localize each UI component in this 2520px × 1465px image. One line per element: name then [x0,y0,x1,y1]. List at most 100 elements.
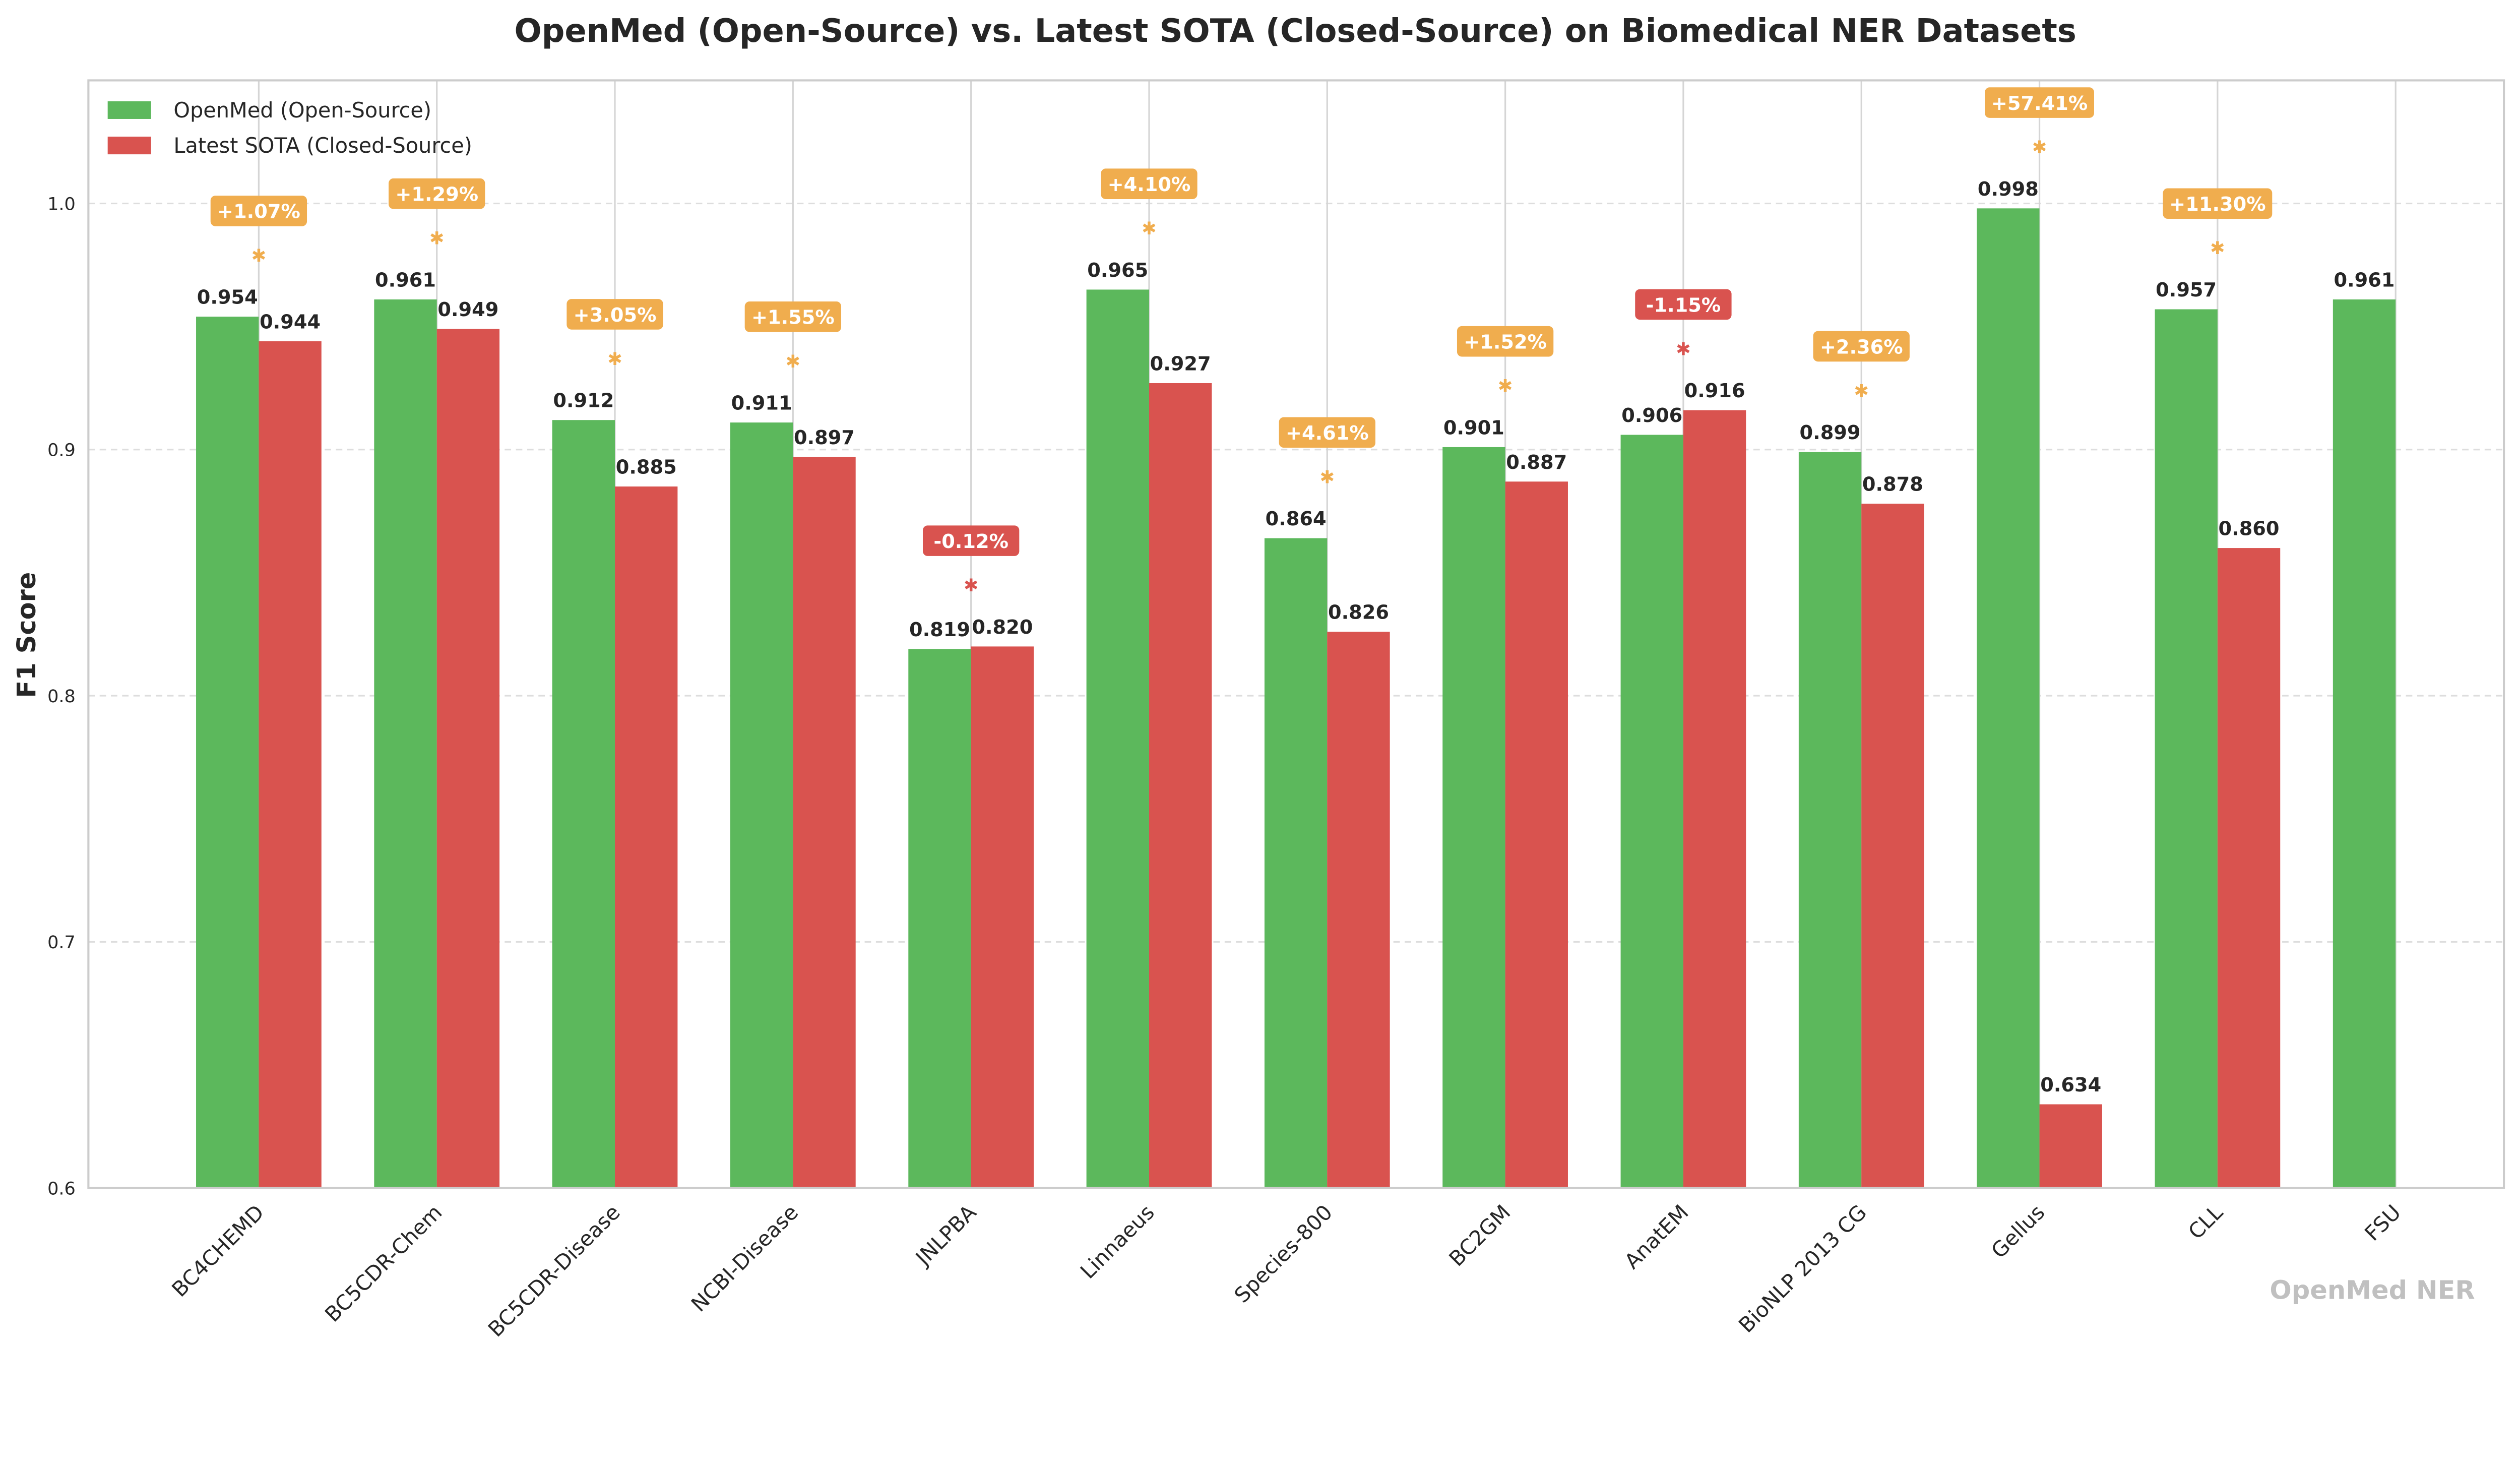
annotation-label: +1.29% [395,184,478,206]
y-tick-label: 0.6 [47,1178,76,1199]
bar-openmed [1442,447,1505,1188]
star-marker: ✱ [1320,467,1335,487]
bar-chart: OpenMed (Open-Source) vs. Latest SOTA (C… [12,13,2505,1342]
bar-sota [436,329,500,1188]
star-marker: ✱ [1498,376,1513,397]
annotation-badge [922,525,1020,556]
value-label: 0.634 [2040,1074,2101,1096]
y-axis: 0.6 0.7 0.8 0.9 1.0 [47,194,76,1199]
value-label: 0.965 [1087,259,1148,282]
annotation-label: +4.61% [1286,422,1369,445]
legend: OpenMed (Open-Source) Latest SOTA (Closed… [107,98,472,158]
star-marker: ✱ [429,228,444,249]
value-label: 0.944 [260,311,321,333]
annotation-badge [566,299,663,330]
bar-openmed [2155,309,2218,1188]
star-marker: ✱ [251,246,266,266]
value-label: 0.957 [2156,279,2217,301]
value-label: 0.897 [794,426,855,449]
value-label: 0.916 [1684,380,1745,402]
bar-openmed [374,299,437,1188]
annotations: ✱ +1.07% ✱ +1.29% ✱ +3.05% ✱ +1.55% ✱ -0.12% ✱ +4.1… [210,87,2273,596]
value-label: 0.826 [1328,601,1389,624]
bar-sota [971,646,1034,1188]
bar-openmed [552,420,615,1188]
annotation-badge [1457,326,1554,357]
value-label: 0.927 [1150,352,1211,375]
star-marker: ✱ [964,575,978,596]
star-marker: ✱ [1676,339,1690,359]
value-label: 0.961 [375,269,436,291]
x-tick-label: CLL [2184,1200,2228,1244]
bar-openmed [1620,435,1683,1188]
y-tick-label: 1.0 [47,194,76,214]
value-label: 0.819 [909,619,970,641]
annotation-badge [1279,417,1375,448]
bar-sota [1861,504,1924,1188]
value-label: 0.860 [2219,518,2280,540]
x-tick-label: Gellus [1987,1200,2050,1263]
annotation-label: +4.10% [1108,173,1191,196]
value-label: 0.864 [1266,508,1327,530]
legend-swatch [107,101,151,119]
value-label: 0.899 [1800,421,1861,444]
x-tick-label: BC4CHEMD [167,1200,269,1302]
annotation-label: +57.41% [1991,92,2088,115]
annotation-label: +2.36% [1820,336,1903,358]
annotation-badge [2163,188,2273,219]
x-axis: BC4CHEMD BC5CDR-Chem BC5CDR-Disease NCBI-Di… [167,1200,2406,1342]
value-label: 0.911 [731,392,792,415]
x-tick-label: Linnaeus [1076,1200,1159,1284]
annotation-label: -1.15% [1646,294,1721,317]
bar-sota [1683,410,1746,1188]
x-tick-label: BioNLP 2013 CG [1734,1200,1871,1337]
annotation-label: +1.07% [217,201,300,223]
y-tick-label: 0.7 [47,932,76,953]
star-marker: ✱ [1142,218,1156,239]
bar-sota [615,486,678,1188]
chart-title: OpenMed (Open-Source) vs. Latest SOTA (C… [515,13,2076,50]
value-label: 0.887 [1506,451,1567,474]
bar-openmed [908,649,971,1188]
legend-label: OpenMed (Open-Source) [173,98,431,123]
value-label: 0.878 [1862,473,1923,496]
x-tick-label: FSU [2360,1200,2406,1246]
legend-label: Latest SOTA (Closed-Source) [173,134,472,158]
value-label: 0.885 [616,456,677,479]
star-marker: ✱ [607,349,622,370]
x-tick-label: AnatEM [1620,1200,1693,1274]
x-tick-label: JNLPBA [910,1200,981,1271]
star-marker: ✱ [2032,137,2047,158]
annotation-label: +11.30% [2169,193,2265,216]
annotation-label: +1.52% [1464,331,1547,354]
annotation-badge [1635,289,1732,320]
annotation-badge [1101,168,1198,199]
value-label: 0.998 [1978,178,2039,201]
bar-openmed [1798,452,1862,1188]
annotation-badge [210,196,307,226]
value-label: 0.820 [972,616,1033,639]
y-tick-label: 0.9 [47,440,76,461]
bar-openmed [196,317,259,1188]
x-tick-label: Species-800 [1230,1200,1337,1308]
annotation-label: +1.55% [751,307,835,329]
annotation-badge [1813,331,1910,362]
annotation-label: +3.05% [574,304,657,327]
star-marker: ✱ [2210,238,2225,259]
star-marker: ✱ [786,351,800,372]
bar-openmed [1977,208,2040,1188]
y-axis-label: F1 Score [12,572,42,698]
annotation-label: -0.12% [933,530,1009,553]
bar-openmed [730,422,793,1188]
value-label: 0.961 [2334,269,2395,291]
x-tick-label: BC5CDR-Chem [321,1200,447,1327]
plot-frame [87,79,2505,1189]
bars [196,208,2396,1188]
x-tick-label: BC5CDR-Disease [483,1200,625,1342]
bar-openmed [1086,289,1149,1188]
value-label: 0.949 [437,298,498,321]
value-label: 0.954 [197,286,258,309]
star-marker: ✱ [1854,381,1869,401]
value-label: 0.912 [553,390,614,412]
value-labels: 0.954 0.961 0.912 0.911 0.819 0.965 0.864 0.901… [197,178,2395,1096]
